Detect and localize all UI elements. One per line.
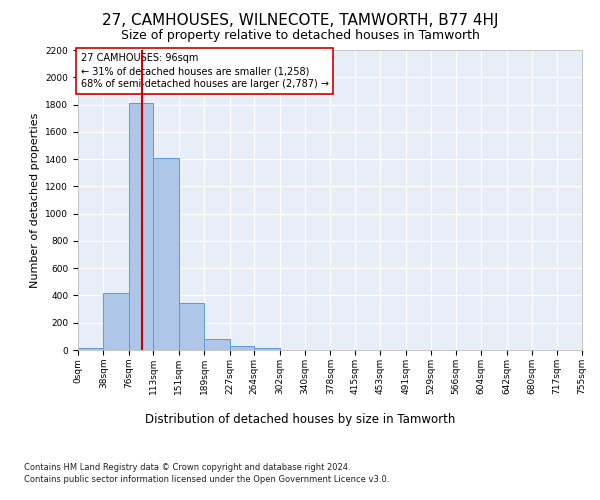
Text: 27 CAMHOUSES: 96sqm
← 31% of detached houses are smaller (1,258)
68% of semi-det: 27 CAMHOUSES: 96sqm ← 31% of detached ho… [80,53,329,90]
Bar [204,339,230,350]
Y-axis label: Number of detached properties: Number of detached properties [30,112,40,288]
Bar [78,348,103,350]
Bar [129,103,154,350]
Bar [179,303,204,350]
Text: Contains HM Land Registry data © Crown copyright and database right 2024.: Contains HM Land Registry data © Crown c… [24,462,350,471]
Bar [103,292,129,350]
Text: Size of property relative to detached houses in Tamworth: Size of property relative to detached ho… [121,29,479,42]
Text: Contains public sector information licensed under the Open Government Licence v3: Contains public sector information licen… [24,475,389,484]
Bar [230,346,254,350]
Text: 27, CAMHOUSES, WILNECOTE, TAMWORTH, B77 4HJ: 27, CAMHOUSES, WILNECOTE, TAMWORTH, B77 … [102,12,498,28]
Bar [254,348,280,350]
Text: Distribution of detached houses by size in Tamworth: Distribution of detached houses by size … [145,412,455,426]
Bar [154,158,179,350]
